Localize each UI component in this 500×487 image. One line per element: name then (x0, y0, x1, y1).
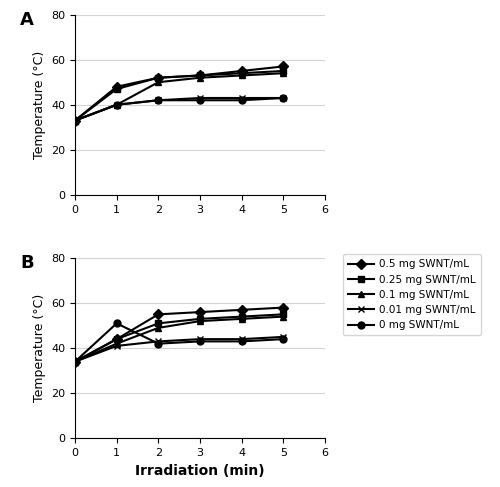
Text: B: B (20, 254, 34, 272)
Y-axis label: Temperature (°C): Temperature (°C) (32, 294, 46, 402)
Text: A: A (20, 11, 34, 29)
X-axis label: Irradiation (min): Irradiation (min) (135, 464, 265, 478)
Legend: 0.5 mg SWNT/mL, 0.25 mg SWNT/mL, 0.1 mg SWNT/mL, 0.01 mg SWNT/mL, 0 mg SWNT/mL: 0.5 mg SWNT/mL, 0.25 mg SWNT/mL, 0.1 mg … (342, 254, 481, 336)
Y-axis label: Temperature (°C): Temperature (°C) (32, 51, 46, 159)
